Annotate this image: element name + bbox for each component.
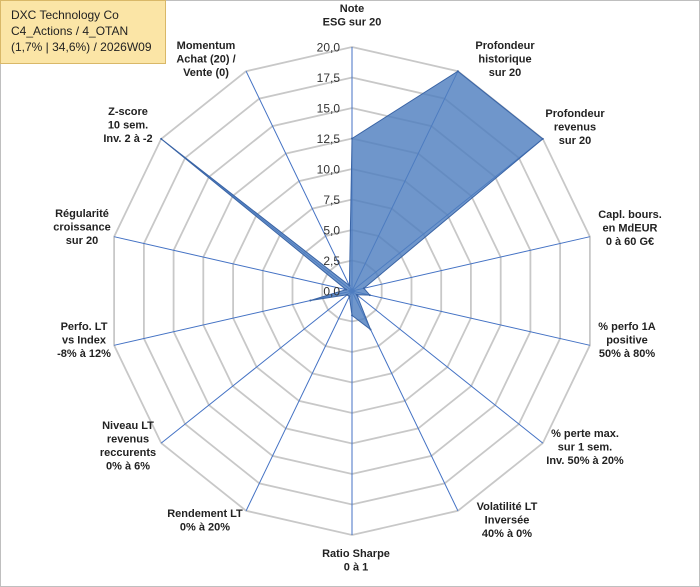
axis-label-line: 0 à 60 G€ bbox=[606, 236, 654, 248]
tick-label: 7,5 bbox=[323, 193, 340, 207]
axis-label-line: sur 20 bbox=[66, 235, 98, 247]
info-category: C4_Actions / 4_OTAN bbox=[11, 24, 129, 38]
axis-label: Capl. bours. en MdEUR 0 à 60 G€ bbox=[598, 209, 662, 248]
axis-label: Ratio Sharpe 0 à 1 bbox=[322, 548, 390, 574]
data-point bbox=[355, 293, 358, 296]
axis-label-line: Profondeur bbox=[545, 108, 605, 120]
axis-label-line: 0 à 1 bbox=[344, 562, 368, 574]
axis-label-line: 40% à 0% bbox=[482, 528, 532, 540]
axis-label-line: Niveau LT bbox=[102, 420, 154, 432]
data-point bbox=[348, 295, 351, 298]
axis-spoke bbox=[351, 290, 544, 444]
axis-label-line: -8% à 12% bbox=[57, 348, 111, 360]
axis-label-line: 0% à 6% bbox=[106, 461, 150, 473]
axis-spoke bbox=[113, 236, 353, 292]
axis-label-line: Achat (20) / bbox=[176, 54, 235, 66]
axis-label-line: Inv. 2 à -2 bbox=[103, 133, 152, 145]
data-point bbox=[456, 70, 459, 73]
axis-label-line: sur 1 sem. bbox=[558, 442, 612, 454]
data-point bbox=[345, 288, 348, 291]
axis-label-line: 10 sem. bbox=[108, 120, 148, 132]
data-point bbox=[369, 328, 372, 331]
axis-label-line: % perfo 1A bbox=[598, 321, 656, 333]
info-box: DXC Technology Co C4_Actions / 4_OTAN (1… bbox=[0, 0, 166, 64]
axis-label-line: Inversée bbox=[485, 515, 530, 527]
axis-label: % perfo 1A positive 50% à 80% bbox=[598, 321, 656, 360]
axis-label: Z-score 10 sem. Inv. 2 à -2 bbox=[103, 106, 152, 145]
axis-label-line: Z-score bbox=[108, 106, 148, 118]
axis-label-line: ESG sur 20 bbox=[323, 17, 382, 29]
axis-label-line: Ratio Sharpe bbox=[322, 548, 390, 560]
info-period: (1,7% | 34,6%) / 2026W09 bbox=[11, 40, 152, 54]
data-point bbox=[362, 287, 365, 290]
info-company: DXC Technology Co bbox=[11, 8, 119, 22]
axis-label-line: Profondeur bbox=[475, 40, 535, 52]
axis-spoke bbox=[351, 290, 591, 346]
axis-label-line: Momentum bbox=[177, 40, 236, 52]
axis-label-line: sur 20 bbox=[559, 135, 591, 147]
axis-label-line: Vente (0) bbox=[183, 67, 229, 79]
data-point bbox=[541, 137, 544, 140]
axis-label: Perfo. LT vs Index -8% à 12% bbox=[57, 321, 111, 360]
axis-label-line: historique bbox=[478, 54, 531, 66]
axis-spoke bbox=[160, 290, 353, 444]
axis-label-line: 50% à 80% bbox=[599, 348, 655, 360]
axis-label-line: Note bbox=[340, 3, 364, 15]
data-point bbox=[160, 137, 163, 140]
axis-label: Volatilité LT Inversée 40% à 0% bbox=[477, 501, 538, 540]
data-point bbox=[309, 299, 312, 302]
axis-label: Profondeur historique sur 20 bbox=[475, 40, 535, 79]
axis-label-line: Perfo. LT bbox=[61, 321, 108, 333]
axis-label-line: 0% à 20% bbox=[180, 522, 230, 534]
axis-label-line: Capl. bours. bbox=[598, 209, 662, 221]
axis-label: Régularité croissance sur 20 bbox=[53, 208, 110, 247]
data-point bbox=[368, 294, 371, 297]
axis-label-line: Rendement LT bbox=[167, 508, 243, 520]
axis-label-line: Inv. 50% à 20% bbox=[546, 455, 624, 467]
axis-label-line: % perte max. bbox=[551, 428, 619, 440]
data-point bbox=[351, 137, 353, 140]
axis-label: Note ESG sur 20 bbox=[323, 3, 382, 29]
axis-spoke bbox=[351, 236, 591, 292]
axis-label-line: positive bbox=[606, 335, 648, 347]
axis-spoke bbox=[245, 290, 353, 512]
axis-label-line: reccurents bbox=[100, 447, 156, 459]
axis-label-line: Volatilité LT bbox=[477, 501, 538, 513]
axis-label-line: revenus bbox=[107, 434, 149, 446]
axis-label: Rendement LT 0% à 20% bbox=[167, 508, 243, 534]
tick-label: 15,0 bbox=[317, 102, 341, 116]
axis-label: Profondeur revenus sur 20 bbox=[545, 108, 605, 147]
data-point bbox=[348, 284, 351, 287]
data-point bbox=[351, 314, 353, 317]
axis-label: Momentum Achat (20) / Vente (0) bbox=[176, 40, 235, 79]
axis-label: % perte max. sur 1 sem. Inv. 50% à 20% bbox=[546, 428, 624, 467]
axis-label-line: revenus bbox=[554, 122, 596, 134]
axis-label-line: vs Index bbox=[62, 335, 107, 347]
axis-label-line: sur 20 bbox=[489, 67, 521, 79]
tick-label: 20,0 bbox=[317, 41, 341, 55]
data-point bbox=[346, 293, 349, 296]
axis-spoke bbox=[245, 70, 353, 292]
axis-label-line: en MdEUR bbox=[603, 223, 658, 235]
axis-label-line: croissance bbox=[53, 222, 110, 234]
tick-label: 10,0 bbox=[317, 163, 341, 177]
tick-label: 5,0 bbox=[323, 224, 340, 238]
tick-label: 0,0 bbox=[323, 285, 340, 299]
axis-label: Niveau LT revenus reccurents 0% à 6% bbox=[100, 420, 156, 473]
axis-label-line: Régularité bbox=[55, 208, 109, 220]
tick-label: 2,5 bbox=[323, 254, 340, 268]
tick-label: 17,5 bbox=[317, 71, 341, 85]
tick-label: 12,5 bbox=[317, 132, 341, 146]
